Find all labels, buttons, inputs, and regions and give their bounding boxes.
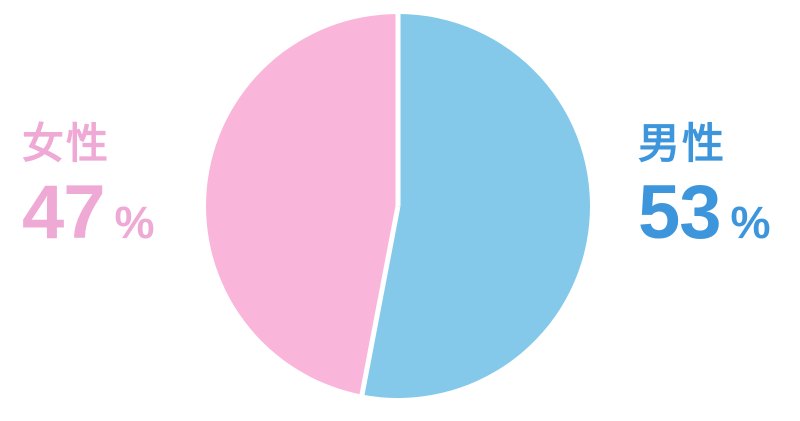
female-label-group: 女性 47 % (22, 120, 155, 251)
pie-slice-male (362, 14, 590, 398)
slice-divider (358, 205, 401, 399)
male-unit: % (730, 197, 771, 249)
male-label-group: 男性 53 % (638, 120, 771, 251)
male-label: 男性 (638, 120, 727, 167)
female-label: 女性 (22, 120, 111, 167)
female-value: 47 (22, 170, 106, 256)
male-value-row: 53 % (638, 175, 771, 251)
pie-slice-female (206, 14, 398, 395)
female-unit: % (114, 197, 155, 249)
male-value: 53 (638, 170, 722, 256)
female-value-row: 47 % (22, 175, 155, 251)
